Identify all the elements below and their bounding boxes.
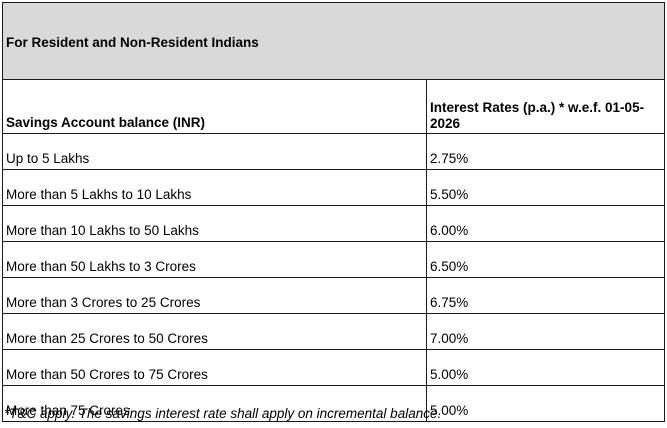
table-row: More than 50 Lakhs to 3 Crores 6.50% bbox=[2, 241, 665, 278]
balance-cell: More than 10 Lakhs to 50 Lakhs bbox=[2, 205, 427, 242]
rate-cell: 7.00% bbox=[426, 313, 665, 350]
balance-cell: More than 25 Crores to 50 Crores bbox=[2, 313, 427, 350]
rate-cell: 6.75% bbox=[426, 277, 665, 314]
balance-cell: More than 75 Crores bbox=[2, 385, 427, 422]
table-title: For Resident and Non-Resident Indians bbox=[2, 2, 665, 80]
table-row: Up to 5 Lakhs 2.75% bbox=[2, 133, 665, 170]
table-title-row: For Resident and Non-Resident Indians bbox=[2, 2, 665, 80]
balance-cell: More than 50 Lakhs to 3 Crores bbox=[2, 241, 427, 278]
table-row: More than 50 Crores to 75 Crores 5.00% bbox=[2, 349, 665, 386]
rate-cell: 2.75% bbox=[426, 133, 665, 170]
interest-rate-table: For Resident and Non-Resident Indians Sa… bbox=[2, 2, 665, 422]
rate-cell: 5.00% bbox=[426, 385, 665, 422]
table-row: More than 3 Crores to 25 Crores 6.75% bbox=[2, 277, 665, 314]
header-rate: Interest Rates (p.a.) * w.e.f. 01-05-202… bbox=[426, 79, 665, 134]
balance-cell: More than 3 Crores to 25 Crores bbox=[2, 277, 427, 314]
balance-cell: More than 50 Crores to 75 Crores bbox=[2, 349, 427, 386]
rate-cell: 5.50% bbox=[426, 169, 665, 206]
table-row: More than 5 Lakhs to 10 Lakhs 5.50% bbox=[2, 169, 665, 206]
table-header-row: Savings Account balance (INR) Interest R… bbox=[2, 79, 665, 134]
header-balance: Savings Account balance (INR) bbox=[2, 79, 427, 134]
rate-cell: 5.00% bbox=[426, 349, 665, 386]
rate-cell: 6.50% bbox=[426, 241, 665, 278]
terms-footnote: *T&C apply. The savings interest rate sh… bbox=[4, 406, 442, 421]
balance-cell: Up to 5 Lakhs bbox=[2, 133, 427, 170]
table-row: More than 75 Crores 5.00% bbox=[2, 385, 665, 422]
table-row: More than 10 Lakhs to 50 Lakhs 6.00% bbox=[2, 205, 665, 242]
balance-cell: More than 5 Lakhs to 10 Lakhs bbox=[2, 169, 427, 206]
rate-cell: 6.00% bbox=[426, 205, 665, 242]
table-row: More than 25 Crores to 50 Crores 7.00% bbox=[2, 313, 665, 350]
